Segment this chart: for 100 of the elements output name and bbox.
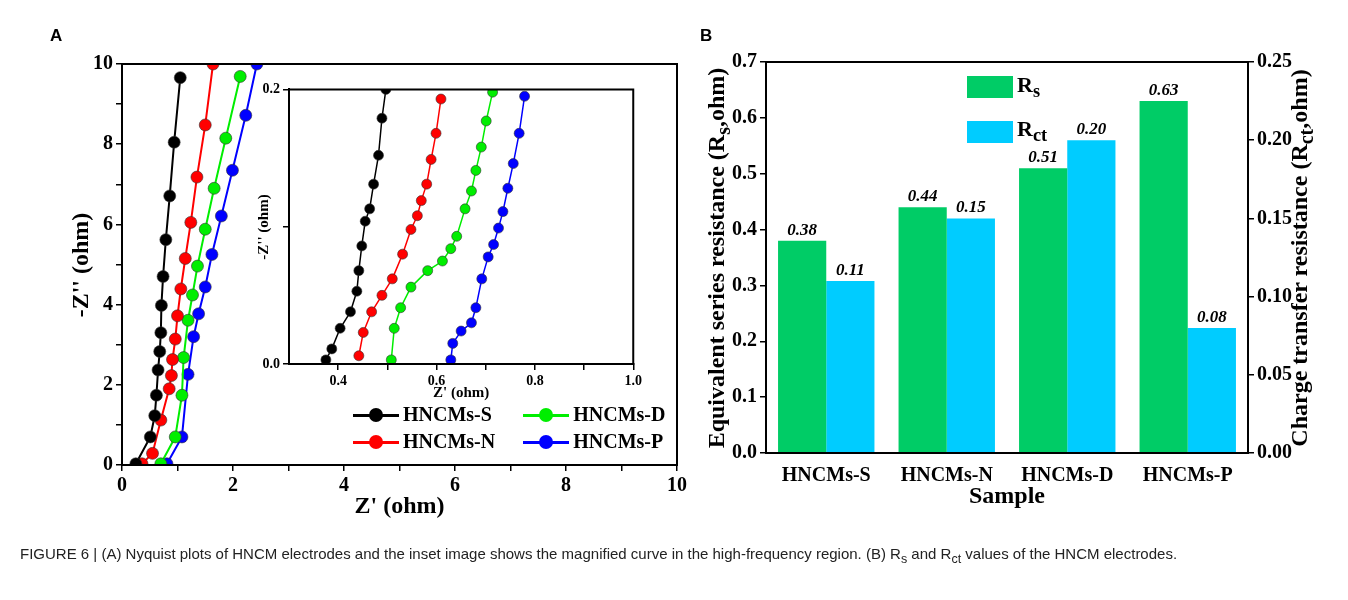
data-label: 0.08	[1196, 306, 1228, 326]
point	[455, 325, 467, 337]
point	[153, 345, 167, 358]
y-tick-label: 0.4	[732, 216, 757, 239]
point	[451, 231, 462, 242]
point	[175, 388, 189, 402]
point	[190, 170, 204, 184]
point	[415, 195, 427, 206]
point	[466, 317, 477, 329]
y-tick-label: 0.3	[732, 272, 757, 295]
data-label: 0.38	[787, 219, 818, 239]
point	[482, 251, 494, 263]
y-tick-label: 0.2	[732, 328, 757, 351]
point	[198, 280, 212, 294]
y-tick-label: 0.0	[262, 355, 280, 371]
point	[219, 131, 233, 145]
point	[159, 233, 173, 246]
point	[480, 115, 492, 127]
point	[163, 189, 177, 203]
y-axis-title: -Z'' (ohm)	[254, 193, 272, 260]
point	[187, 330, 200, 343]
point	[226, 163, 239, 177]
point	[191, 259, 204, 273]
point	[168, 430, 182, 444]
point	[181, 313, 195, 327]
point	[405, 281, 417, 293]
point	[326, 343, 338, 355]
data-label: 0.51	[1028, 147, 1059, 167]
caption: FIGURE 6 | (A) Nyquist plots of HNCM electrodes and the inset image shows the magnified curve in the high-frequency region. (B) R$_{s}$ and R$_{ct}$ values of the HNCM electrodes.	[20, 544, 1179, 568]
data-label: 0.20	[1076, 119, 1107, 139]
x-tick-label: HNCMs-P	[1142, 463, 1233, 486]
point	[445, 354, 457, 364]
legend-label: HNCMs-S	[403, 403, 492, 426]
point	[466, 185, 477, 197]
x-tick-label: 10	[667, 473, 687, 496]
data-label: 0.63	[1148, 79, 1180, 99]
x-tick-label: 0.8	[526, 373, 544, 389]
point	[173, 71, 187, 84]
point	[233, 70, 247, 83]
point	[405, 224, 417, 235]
y2-tick-label: 0.00	[1257, 440, 1292, 463]
y-axis-title: -Z'' (ohm)	[66, 212, 94, 317]
legend-label: HNCMs-N	[403, 430, 496, 453]
point	[205, 248, 219, 261]
legend-label: R$_{s}$	[1017, 72, 1041, 103]
point	[150, 388, 163, 402]
x-tick-label: 8	[561, 473, 571, 496]
point	[177, 351, 190, 364]
point	[184, 216, 198, 229]
y2-tick-label: 0.25	[1257, 49, 1292, 72]
point	[445, 243, 457, 254]
point	[421, 178, 432, 190]
point	[395, 302, 406, 314]
point	[353, 350, 365, 362]
y-tick-label: 4	[103, 291, 113, 314]
point	[519, 90, 530, 102]
point	[166, 353, 179, 366]
data-label: 0.44	[907, 186, 938, 206]
point	[144, 430, 157, 444]
x-tick-label: 0	[117, 473, 127, 496]
point	[368, 178, 379, 190]
point	[151, 363, 165, 377]
point	[388, 323, 400, 334]
point	[435, 93, 447, 105]
point	[366, 306, 377, 318]
point	[215, 209, 228, 223]
point	[345, 306, 356, 318]
x-tick-label: 4	[339, 473, 349, 496]
point	[320, 354, 332, 364]
point	[412, 210, 423, 222]
point	[156, 270, 170, 283]
point	[356, 240, 368, 252]
y-tick-label: 6	[103, 211, 113, 234]
point	[447, 338, 459, 349]
point	[192, 307, 205, 321]
x-tick-label: 1.0	[624, 373, 642, 389]
point	[167, 135, 181, 149]
point	[162, 382, 176, 396]
point	[493, 222, 504, 234]
point	[207, 182, 221, 195]
point	[174, 282, 188, 296]
point	[502, 182, 514, 194]
point	[459, 203, 471, 215]
y-tick-label: 0.7	[732, 49, 757, 72]
point	[422, 265, 433, 276]
point	[186, 288, 199, 302]
point	[334, 323, 346, 334]
data-label: 0.15	[955, 197, 987, 217]
x-tick-label: 0.4	[329, 373, 347, 389]
point	[155, 299, 168, 312]
point	[476, 273, 488, 285]
point	[239, 109, 253, 122]
point	[437, 255, 448, 267]
data-label: 0.11	[835, 259, 865, 279]
point	[487, 89, 498, 98]
point	[376, 290, 388, 301]
y2-tick-label: 0.10	[1257, 283, 1292, 306]
point	[425, 154, 437, 165]
x-tick-label: HNCMs-S	[781, 463, 871, 486]
y-tick-label: 0.6	[732, 105, 757, 128]
